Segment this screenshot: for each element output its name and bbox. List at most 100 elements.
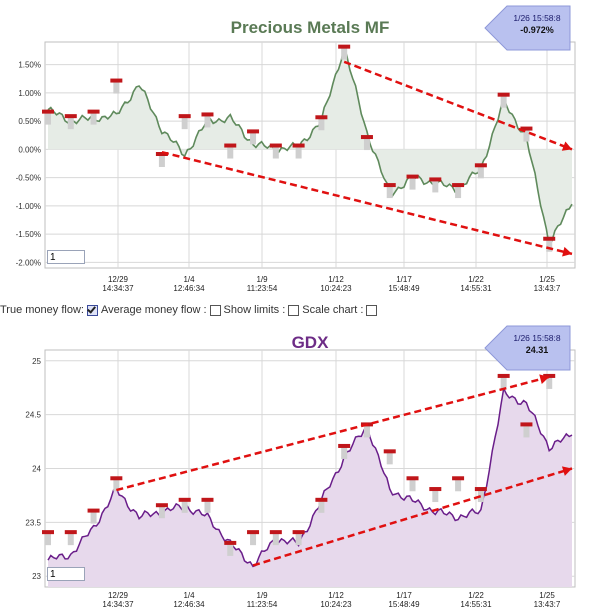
marker-stem — [455, 186, 462, 199]
marker-cap — [224, 143, 237, 148]
y-tick-label: -0.50% — [16, 174, 41, 183]
signal-marker — [429, 487, 442, 503]
x-tick-date: 1/22 — [468, 275, 484, 284]
chart-title: GDX — [292, 333, 330, 352]
marker-cap — [42, 530, 54, 535]
x-tick-date: 1/9 — [256, 591, 268, 600]
signal-marker — [429, 177, 442, 193]
x-tick-date: 1/17 — [396, 275, 412, 284]
marker-cap — [429, 487, 442, 492]
marker-stem — [341, 446, 348, 459]
signal-marker — [42, 530, 54, 546]
marker-stem — [295, 533, 302, 546]
marker-stem — [113, 81, 120, 94]
signal-marker — [87, 109, 100, 125]
marker-cap — [110, 476, 123, 481]
marker-stem — [363, 138, 370, 151]
marker-cap — [87, 109, 100, 114]
marker-cap — [474, 487, 487, 492]
marker-stem — [272, 533, 279, 546]
price-box-input[interactable]: 1 — [47, 567, 85, 581]
signal-marker — [64, 114, 77, 130]
show-limits-checkbox[interactable] — [209, 304, 221, 316]
true-money-flow-label: True money flow: — [0, 304, 84, 316]
marker-cap — [292, 143, 305, 148]
price-box-input[interactable]: 1 — [47, 250, 85, 264]
x-tick-time: 15:48:49 — [388, 284, 420, 293]
marker-cap — [497, 373, 510, 378]
marker-cap — [201, 112, 214, 117]
signal-marker — [201, 112, 214, 128]
options-bar: True money flow: Average money flow : Sh… — [0, 302, 380, 318]
y-tick-label: -1.50% — [16, 230, 41, 239]
signal-marker — [360, 135, 373, 151]
signal-marker — [110, 476, 123, 492]
marker-stem — [477, 166, 484, 179]
x-tick-time: 14:34:37 — [102, 284, 134, 293]
value-tag — [484, 325, 571, 371]
marker-stem — [386, 452, 393, 465]
marker-cap — [360, 135, 373, 140]
signal-marker — [497, 92, 510, 108]
marker-stem — [90, 511, 97, 524]
x-tick-date: 1/22 — [468, 591, 484, 600]
marker-cap — [201, 497, 214, 502]
marker-stem — [523, 425, 530, 438]
marker-stem — [295, 146, 302, 159]
marker-stem — [477, 490, 484, 503]
marker-stem — [341, 47, 348, 60]
signal-marker — [292, 530, 305, 546]
average-money-flow-checkbox[interactable] — [86, 304, 98, 316]
marker-cap — [224, 540, 237, 545]
series-line — [47, 46, 573, 249]
x-tick-time: 11:23:54 — [247, 284, 278, 293]
signal-marker — [338, 44, 351, 60]
marker-stem — [113, 479, 120, 492]
marker-stem — [500, 376, 507, 389]
marker-cap — [42, 109, 54, 114]
trendline — [343, 60, 573, 151]
signal-marker — [452, 183, 465, 199]
trendline — [116, 375, 550, 492]
scale-chart-toggle[interactable] — [366, 304, 378, 316]
marker-cap — [406, 476, 419, 481]
value-tag — [484, 5, 571, 51]
series-area — [48, 388, 572, 587]
precious-metals-chart: Precious Metals MF 1.50% 1.00% 0.50% 0.00% -… — [16, 5, 576, 293]
marker-stem — [204, 115, 211, 128]
signal-marker — [247, 530, 260, 546]
marker-stem — [158, 506, 165, 519]
marker-cap — [520, 126, 533, 131]
marker-cap — [406, 174, 419, 179]
y-tick-label: 0.50% — [18, 117, 41, 126]
marker-stem — [546, 239, 553, 252]
signal-marker — [474, 487, 487, 503]
marker-cap — [452, 476, 465, 481]
series-area — [48, 46, 572, 247]
signal-marker — [406, 174, 419, 190]
marker-cap — [155, 503, 168, 508]
marker-stem — [318, 118, 325, 131]
trendline-arrowhead — [561, 466, 572, 476]
signal-marker — [497, 373, 510, 389]
marker-cap — [543, 236, 556, 241]
marker-stem — [227, 146, 234, 159]
marker-cap — [64, 114, 77, 119]
marker-stem — [363, 425, 370, 438]
marker-cap — [543, 373, 556, 378]
signal-marker — [155, 152, 168, 167]
marker-stem — [409, 479, 416, 492]
x-tick-date: 1/4 — [183, 275, 195, 284]
y-tick-label: 1.50% — [18, 61, 41, 70]
signal-marker — [383, 183, 396, 199]
marker-cap — [269, 143, 282, 148]
scale-chart-checkbox[interactable] — [288, 304, 300, 316]
trendline — [252, 467, 573, 567]
value-tag-value: -0.972% — [520, 25, 554, 35]
marker-cap — [474, 163, 487, 168]
marker-stem — [67, 117, 74, 130]
signal-marker — [338, 443, 351, 459]
y-tick-label: 25 — [32, 357, 41, 366]
marker-stem — [546, 376, 553, 389]
marker-stem — [45, 533, 51, 546]
